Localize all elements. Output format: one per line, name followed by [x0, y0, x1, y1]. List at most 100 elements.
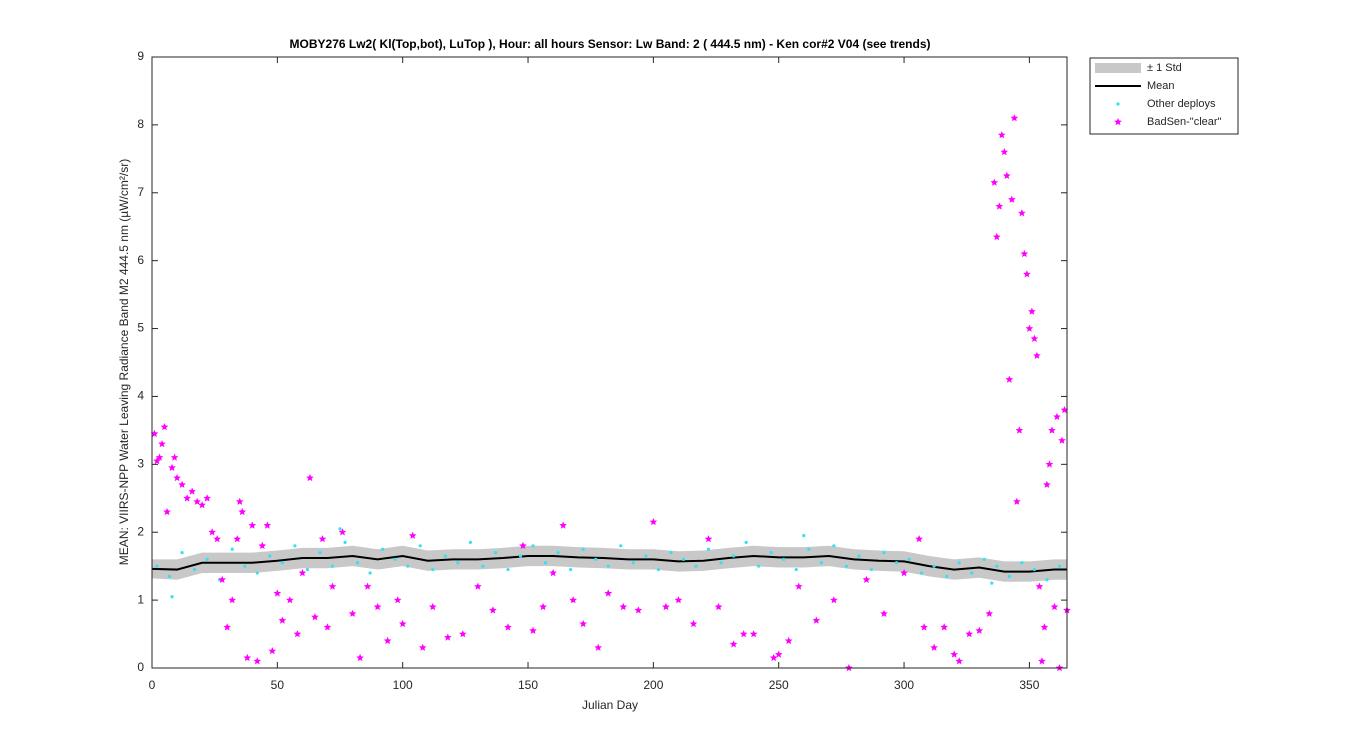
badsen-point: [150, 429, 159, 437]
other-deploy-point: [807, 547, 811, 551]
badsen-point: [311, 613, 319, 621]
y-tick-label: 3: [137, 457, 144, 471]
other-deploy-point: [957, 561, 961, 565]
badsen-point: [474, 582, 482, 590]
other-deploy-point: [155, 564, 159, 568]
other-deploy-point: [656, 567, 660, 572]
other-deploy-point: [945, 574, 949, 578]
badsen-point: [298, 569, 307, 577]
std-band: [152, 545, 1067, 582]
y-tick-label: 4: [137, 389, 144, 403]
other-deploy-point: [293, 544, 297, 548]
badsen-point: [163, 507, 171, 516]
other-deploy-point: [990, 581, 994, 585]
badsen-point: [1018, 209, 1026, 217]
badsen-point: [243, 653, 252, 662]
badsen-point: [559, 521, 567, 529]
badsen-point: [408, 531, 417, 539]
badsen-point: [990, 178, 999, 186]
legend-swatch: [1116, 102, 1120, 106]
badsen-point: [634, 606, 643, 614]
badsen-point: [1043, 480, 1051, 488]
badsen-point: [318, 535, 327, 543]
other-deploy-point: [669, 550, 673, 555]
badsen-point: [1005, 375, 1014, 383]
badsen-point: [1033, 351, 1041, 359]
x-tick-label: 150: [518, 678, 538, 692]
badsen-point: [235, 497, 244, 505]
badsen-point: [293, 630, 302, 638]
other-deploy-point: [882, 550, 886, 555]
badsen-point: [155, 453, 164, 461]
x-tick-label: 50: [271, 678, 285, 692]
x-tick-label: 200: [643, 678, 663, 692]
badsen-point: [1053, 412, 1061, 420]
other-deploy-point: [406, 564, 410, 568]
badsen-point: [356, 653, 364, 662]
other-deploy-point: [757, 564, 761, 568]
badsen-point: [218, 575, 226, 583]
badsen-point: [830, 596, 838, 604]
badsen-point: [880, 609, 888, 617]
x-tick-label: 250: [769, 678, 789, 692]
other-deploy-point: [305, 567, 310, 572]
other-deploy-point: [932, 564, 936, 568]
badsen-point: [1020, 249, 1029, 258]
y-tick-label: 7: [137, 185, 144, 199]
other-deploy-point: [869, 567, 874, 572]
badsen-point: [674, 596, 683, 604]
other-deploy-point: [330, 564, 335, 568]
other-deploy-point: [193, 567, 197, 572]
other-deploy-point: [794, 567, 798, 572]
badsen-point: [1048, 426, 1056, 434]
badsen-point: [328, 582, 337, 590]
badsen-point: [1010, 114, 1019, 122]
badsen-point: [183, 494, 191, 502]
x-tick-label: 0: [149, 678, 156, 692]
badsen-point: [1038, 657, 1046, 665]
badsen-point: [975, 626, 984, 634]
other-deploy-point: [531, 544, 535, 548]
badsen-point: [993, 232, 1001, 241]
badsen-point: [812, 616, 821, 624]
other-deploy-point: [481, 564, 485, 568]
badsen-point: [233, 535, 241, 543]
badsen-point: [1028, 307, 1036, 315]
badsen-point: [1008, 195, 1016, 203]
badsen-point: [173, 473, 181, 482]
other-deploy-point: [243, 564, 247, 568]
other-deploy-point: [581, 547, 585, 551]
badsen-point: [689, 619, 698, 628]
legend-label: Mean: [1147, 80, 1175, 92]
y-tick-label: 8: [137, 117, 144, 131]
badsen-point: [594, 643, 602, 651]
other-deploy-point: [318, 550, 322, 555]
badsen-point: [393, 596, 402, 604]
y-tick-label: 0: [137, 660, 144, 674]
other-deploy-point: [456, 561, 460, 565]
badsen-point: [619, 602, 628, 611]
other-deploy-point: [802, 534, 806, 538]
legend-label: ± 1 Std: [1147, 62, 1182, 74]
other-deploy-point: [443, 554, 447, 558]
other-deploy-point: [368, 571, 372, 575]
other-deploy-point: [255, 571, 259, 575]
badsen-point: [1040, 623, 1049, 631]
badsen-point: [248, 521, 257, 529]
other-deploy-point: [681, 557, 686, 561]
other-deploy-point: [1020, 561, 1024, 565]
badsen-point: [278, 616, 287, 624]
other-deploy-point: [769, 550, 773, 555]
badsen-point: [774, 650, 783, 658]
other-deploy-point: [706, 547, 711, 551]
badsen-point: [795, 582, 803, 590]
other-deploy-point: [832, 544, 836, 548]
badsen-point: [168, 463, 176, 471]
legend-label: Other deploys: [1147, 98, 1216, 110]
badsen-point: [539, 602, 547, 611]
badsen-point: [348, 609, 357, 617]
x-tick-label: 300: [894, 678, 914, 692]
badsen-point: [203, 494, 211, 502]
other-deploy-point: [493, 550, 498, 555]
legend-swatch: [1095, 63, 1141, 73]
